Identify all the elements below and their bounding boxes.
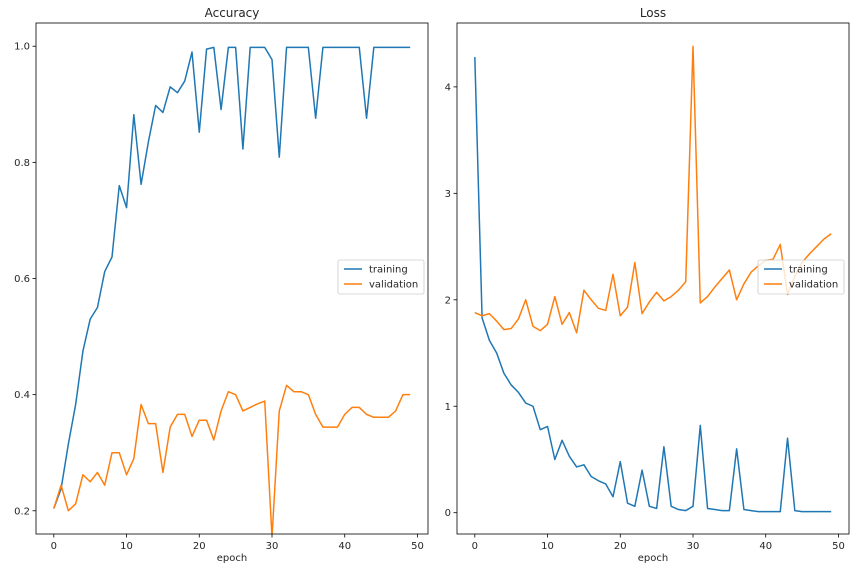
x-tick-label: 30: [687, 541, 700, 552]
x-tick-label: 30: [266, 541, 279, 552]
chart-panel-1: Accuracy 0 10 20 30 40 50 0.2 0.4 0.6 0.8 1.0 epoch t…: [14, 6, 429, 564]
series-line-validation: [53, 384, 411, 534]
x-tick-label: 10: [120, 541, 133, 552]
x-tick-label: 50: [411, 541, 424, 552]
y-tick-label: 2: [445, 295, 451, 306]
x-tick-label: 0: [51, 541, 57, 552]
chart-title: Loss: [640, 6, 666, 20]
x-tick-label: 0: [472, 541, 478, 552]
x-tick-label: 10: [541, 541, 554, 552]
series-line-training: [53, 46, 411, 509]
legend-label-training: training: [789, 265, 828, 276]
y-tick-label: 0: [445, 508, 451, 519]
y-tick-label: 3: [445, 189, 451, 200]
legend-label-training: training: [369, 265, 408, 276]
series-line-training: [474, 57, 832, 513]
y-tick-label: 0.4: [14, 390, 30, 401]
x-tick-label: 20: [193, 541, 206, 552]
chart-title: Accuracy: [205, 6, 260, 20]
x-tick-label: 20: [614, 541, 627, 552]
y-tick-label: 1: [445, 402, 451, 413]
chart-panel-2: Loss 0 10 20 30 40 50 0 1 2 3 4 epoch training validat…: [445, 6, 850, 564]
series-line-validation: [474, 45, 832, 334]
y-tick-label: 0.2: [14, 506, 30, 517]
legend-label-validation: validation: [789, 280, 838, 291]
legend-label-validation: validation: [369, 280, 418, 291]
y-tick-label: 1.0: [14, 42, 30, 53]
y-tick-label: 0.8: [14, 158, 30, 169]
y-tick-label: 0.6: [14, 274, 30, 285]
x-axis-label: epoch: [217, 553, 247, 564]
x-tick-label: 50: [832, 541, 845, 552]
x-tick-label: 40: [759, 541, 772, 552]
y-tick-label: 4: [445, 82, 451, 93]
axes-frame: [456, 22, 850, 535]
legend: training validation: [337, 259, 425, 295]
x-axis-label: epoch: [638, 553, 668, 564]
legend: training validation: [757, 259, 845, 295]
x-tick-label: 40: [338, 541, 351, 552]
